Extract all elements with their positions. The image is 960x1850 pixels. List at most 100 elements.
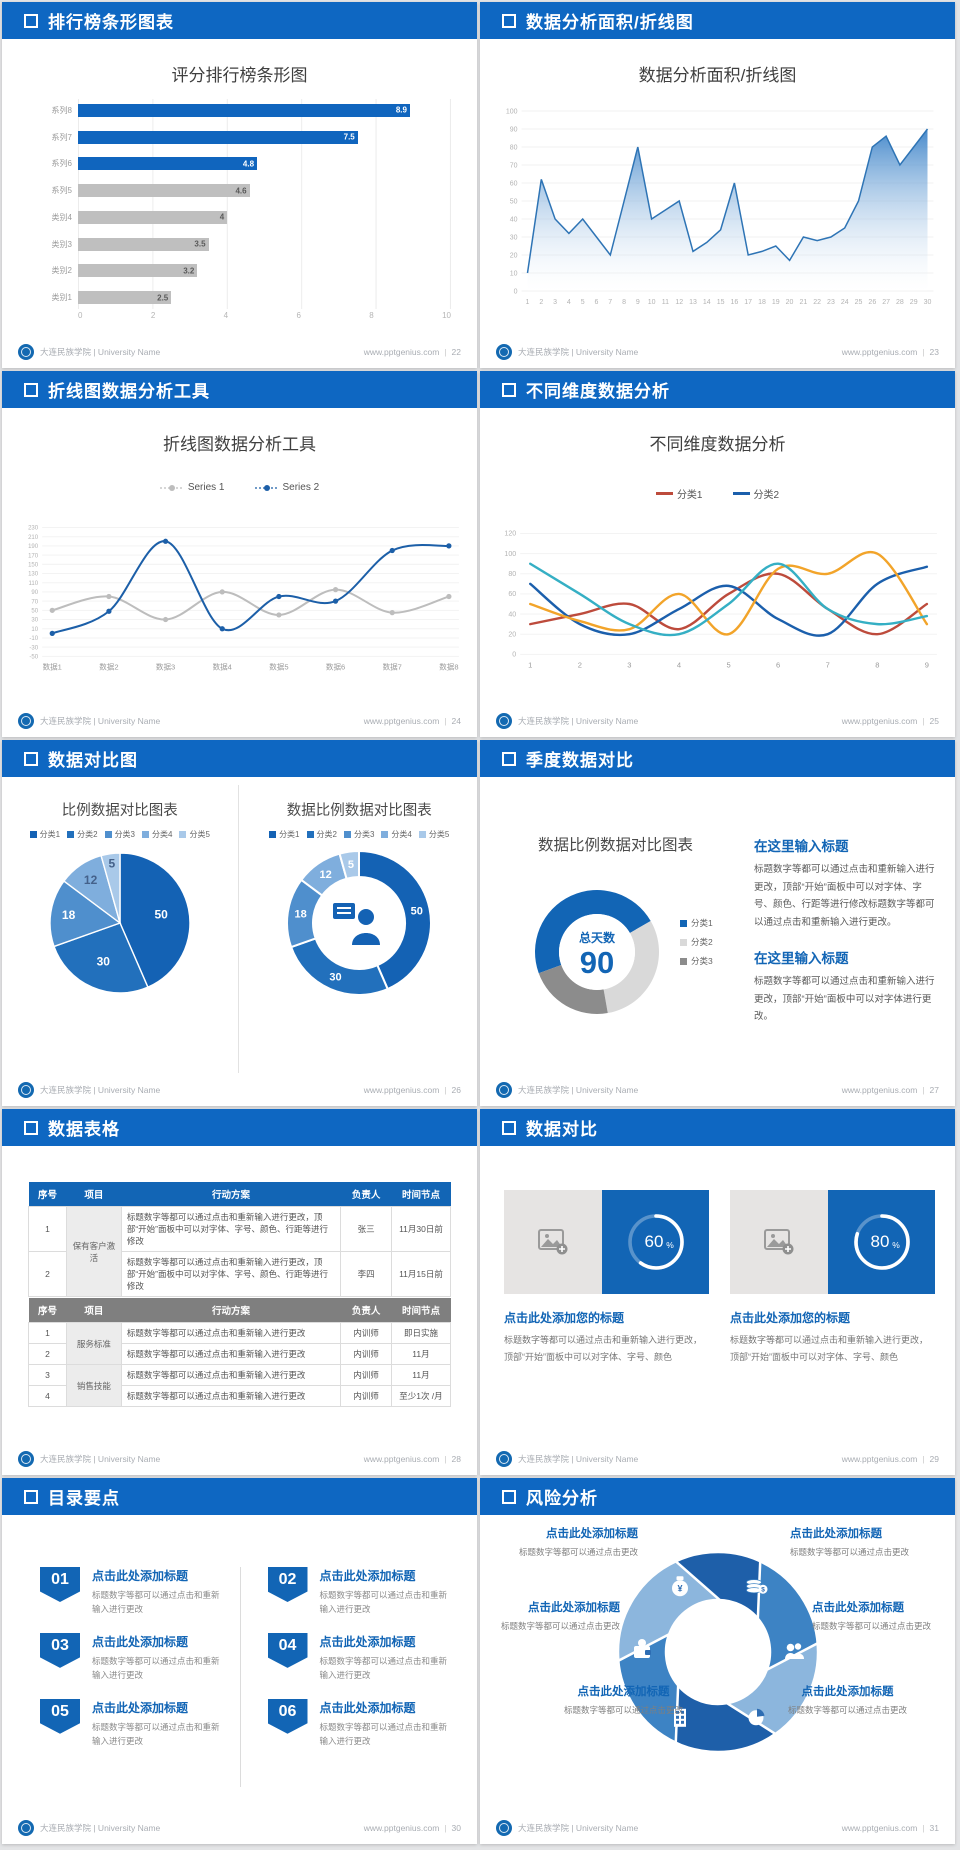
slide-31-risk-analysis[interactable]: 风险分析 ¥ $ 点击此处添加标题 标题数字等都可以通过点击更改 点击此处添加标题 标题… — [480, 1478, 955, 1844]
bar-row: 系列8 8.9 — [32, 97, 451, 124]
svg-text:10: 10 — [31, 627, 38, 633]
risk-body: 标题数字等都可以通过点击更改 — [812, 1621, 932, 1631]
svg-text:100: 100 — [504, 551, 516, 558]
risk-title: 点击此处添加标题 — [577, 1686, 670, 1698]
legend-swatch — [732, 492, 750, 495]
x-tick-label: 6 — [296, 311, 301, 320]
website-url: www.pptgenius.com — [841, 1084, 918, 1095]
slide-23-area-chart[interactable]: 数据分析面积/折线图 数据分析面积/折线图 0 10 20 30 40 50 60 70 80 9… — [480, 2, 955, 368]
risk-label-block: 点击此处添加标题 标题数字等都可以通过点击更改 — [790, 1525, 942, 1559]
svg-text:6: 6 — [776, 660, 780, 669]
toc-item[interactable]: 05 点击此处添加标题 标题数字等都可以通过点击和重新输入进行更改 — [40, 1698, 222, 1749]
svg-text:13: 13 — [689, 299, 697, 306]
bar-value-label: 4.8 — [242, 159, 255, 169]
svg-text:2: 2 — [539, 299, 543, 306]
university-name: 大连民族学院 | University Name — [40, 1084, 161, 1095]
footer-separator: | — [922, 346, 925, 357]
risk-body: 标题数字等都可以通过点击更改 — [500, 1621, 620, 1631]
pie-chart: 50 30 18 12 5 — [2, 844, 238, 1002]
risk-label-block: 点击此处添加标题 标题数字等都可以通过点击更改 — [488, 1525, 638, 1559]
slide-25-multiline-chart[interactable]: 不同维度数据分析 不同维度数据分析 分类1 分类2 120 100 80 60 40 20 0… — [480, 371, 955, 737]
progress-ring: 60% — [627, 1214, 684, 1270]
svg-text:22: 22 — [813, 299, 821, 306]
square-bullet-icon — [24, 1489, 38, 1504]
slide-22-ranking-bar-chart[interactable]: 排行榜条形图表 评分排行榜条形图 系列8 8.9 系列7 7.5 系列6 4.8 系列5 4.… — [2, 2, 477, 368]
university-logo — [18, 1450, 34, 1467]
toc-text: 点击此处添加标题 标题数字等都可以通过点击和重新输入进行更改 — [92, 1567, 222, 1617]
legend-swatch — [381, 831, 389, 838]
square-bullet-icon — [24, 751, 38, 766]
page-number: 23 — [929, 346, 939, 357]
legend-label: 分类2 — [316, 830, 337, 839]
bar-row: 系列7 7.5 — [32, 124, 451, 151]
svg-text:7: 7 — [826, 660, 830, 669]
svg-text:11: 11 — [662, 299, 669, 306]
table-cell: 标题数字等都可以通过点击和重新输入进行更改 — [120, 1343, 342, 1365]
risk-label-block: 点击此处添加标题 标题数字等都可以通过点击更改 — [480, 1599, 620, 1633]
table-header-row: 序号 项目 行动方案 负责人 时间节点 — [28, 1298, 451, 1323]
legend-label: Series 2 — [282, 482, 320, 493]
page-number: 22 — [451, 346, 461, 357]
svg-text:26: 26 — [868, 299, 876, 306]
svg-text:-10: -10 — [29, 636, 38, 642]
pinwheel-petal — [616, 1559, 723, 1663]
bar-row: 系列6 4.8 — [32, 151, 451, 178]
slide-29-percent-comparison[interactable]: 数据对比 60% 点击此处添加您的标题 标题数字等都可以通过点击和重新输入进行更… — [480, 1109, 955, 1475]
table-cell: 至少1次 /月 — [390, 1385, 452, 1407]
square-bullet-icon — [502, 1489, 516, 1504]
risk-body: 标题数字等都可以通过点击更改 — [790, 1547, 910, 1557]
slide-27-quarter-comparison[interactable]: 季度数据对比 数据比例数据对比图表 总天数 90 分类1 分类2 分类3 在这里输入标… — [480, 740, 955, 1106]
table-row: 3 销售技能 标题数字等都可以通过点击和重新输入进行更改 内训师 11月 — [28, 1364, 452, 1407]
legend-item: 分类2 — [732, 486, 779, 501]
bar-track: 3.2 — [78, 264, 451, 278]
legend-label: 分类1 — [691, 918, 713, 928]
svg-text:19: 19 — [772, 299, 780, 306]
table-cell: 标题数字等都可以通过点击和重新输入进行更改 — [120, 1322, 342, 1344]
bar-value-label: 4.6 — [235, 186, 247, 196]
svg-text:70: 70 — [31, 599, 38, 605]
chart-title: 不同维度数据分析 — [649, 435, 786, 454]
x-tick-label: 8 — [369, 311, 374, 320]
action-plan-table-1: 序号 项目 行动方案 负责人 时间节点 1 保有客户激活 标题数字等都可以通过点击和重新输入进… — [28, 1182, 452, 1297]
website-url: www.pptgenius.com — [363, 1084, 440, 1095]
footer-separator: | — [922, 1453, 925, 1464]
toc-item[interactable]: 06 点击此处添加标题 标题数字等都可以通过点击和重新输入进行更改 — [267, 1698, 450, 1749]
table-cell: 4 — [28, 1385, 67, 1407]
toc-text: 点击此处添加标题 标题数字等都可以通过点击和重新输入进行更改 — [92, 1699, 222, 1749]
bar-value-label: 3.5 — [194, 239, 206, 249]
toc-item[interactable]: 01 点击此处添加标题 标题数字等都可以通过点击和重新输入进行更改 — [40, 1567, 222, 1617]
slide-header: 数据表格 — [2, 1109, 477, 1146]
column-divider — [239, 1567, 241, 1787]
svg-text:50: 50 — [31, 609, 38, 615]
legend-item: 分类4 — [381, 829, 412, 840]
svg-text:%: % — [666, 1240, 674, 1250]
table-cell-project: 保有客户激活 — [65, 1206, 122, 1297]
toc-list: 01 点击此处添加标题 标题数字等都可以通过点击和重新输入进行更改 02 点击此处添加标… — [40, 1567, 449, 1749]
toc-number-badge: 04 — [267, 1632, 308, 1668]
toc-item[interactable]: 04 点击此处添加标题 标题数字等都可以通过点击和重新输入进行更改 — [267, 1632, 450, 1683]
legend-item: 分类2 — [680, 936, 713, 948]
table-row: 4 标题数字等都可以通过点击和重新输入进行更改 内训师 至少1次 /月 — [28, 1385, 452, 1407]
slide-24-line-chart[interactable]: 折线图数据分析工具 折线图数据分析工具 Series 1 Series 2 230… — [2, 371, 477, 737]
slide-header-title: 目录要点 — [48, 1489, 120, 1508]
university-logo — [18, 343, 34, 360]
svg-text:6: 6 — [595, 299, 599, 306]
svg-text:40: 40 — [508, 611, 516, 618]
svg-text:7: 7 — [608, 299, 612, 306]
university-logo — [18, 1819, 34, 1836]
slide-footer: 大连民族学院 | University Name www.pptgenius.c… — [2, 1442, 477, 1475]
page-number: 27 — [929, 1084, 939, 1095]
chart-legend: 分类1 分类2 — [480, 486, 955, 501]
website-url: www.pptgenius.com — [363, 1822, 440, 1833]
slide-28-data-tables[interactable]: 数据表格 序号 项目 行动方案 负责人 时间节点 1 保有客户激活 标题数字等都可以通过点击和… — [2, 1109, 477, 1475]
toc-number-badge: 03 — [40, 1632, 80, 1668]
slide-30-toc-points[interactable]: 目录要点 01 点击此处添加标题 标题数字等都可以通过点击和重新输入进行更改 02 点击… — [2, 1478, 477, 1844]
slide-header-title: 数据表格 — [48, 1120, 120, 1139]
slide-26-pie-comparison[interactable]: 数据对比图 比例数据对比图表 分类1 分类2 分类3 分类4 分类5 50 30 18 12 5… — [2, 740, 477, 1106]
toc-number-badge: 02 — [267, 1567, 308, 1602]
svg-text:20: 20 — [508, 631, 516, 638]
page-number: 30 — [451, 1822, 461, 1833]
toc-item[interactable]: 02 点击此处添加标题 标题数字等都可以通过点击和重新输入进行更改 — [267, 1567, 450, 1617]
toc-item-title: 点击此处添加标题 — [319, 1569, 416, 1583]
toc-item[interactable]: 03 点击此处添加标题 标题数字等都可以通过点击和重新输入进行更改 — [40, 1632, 222, 1683]
